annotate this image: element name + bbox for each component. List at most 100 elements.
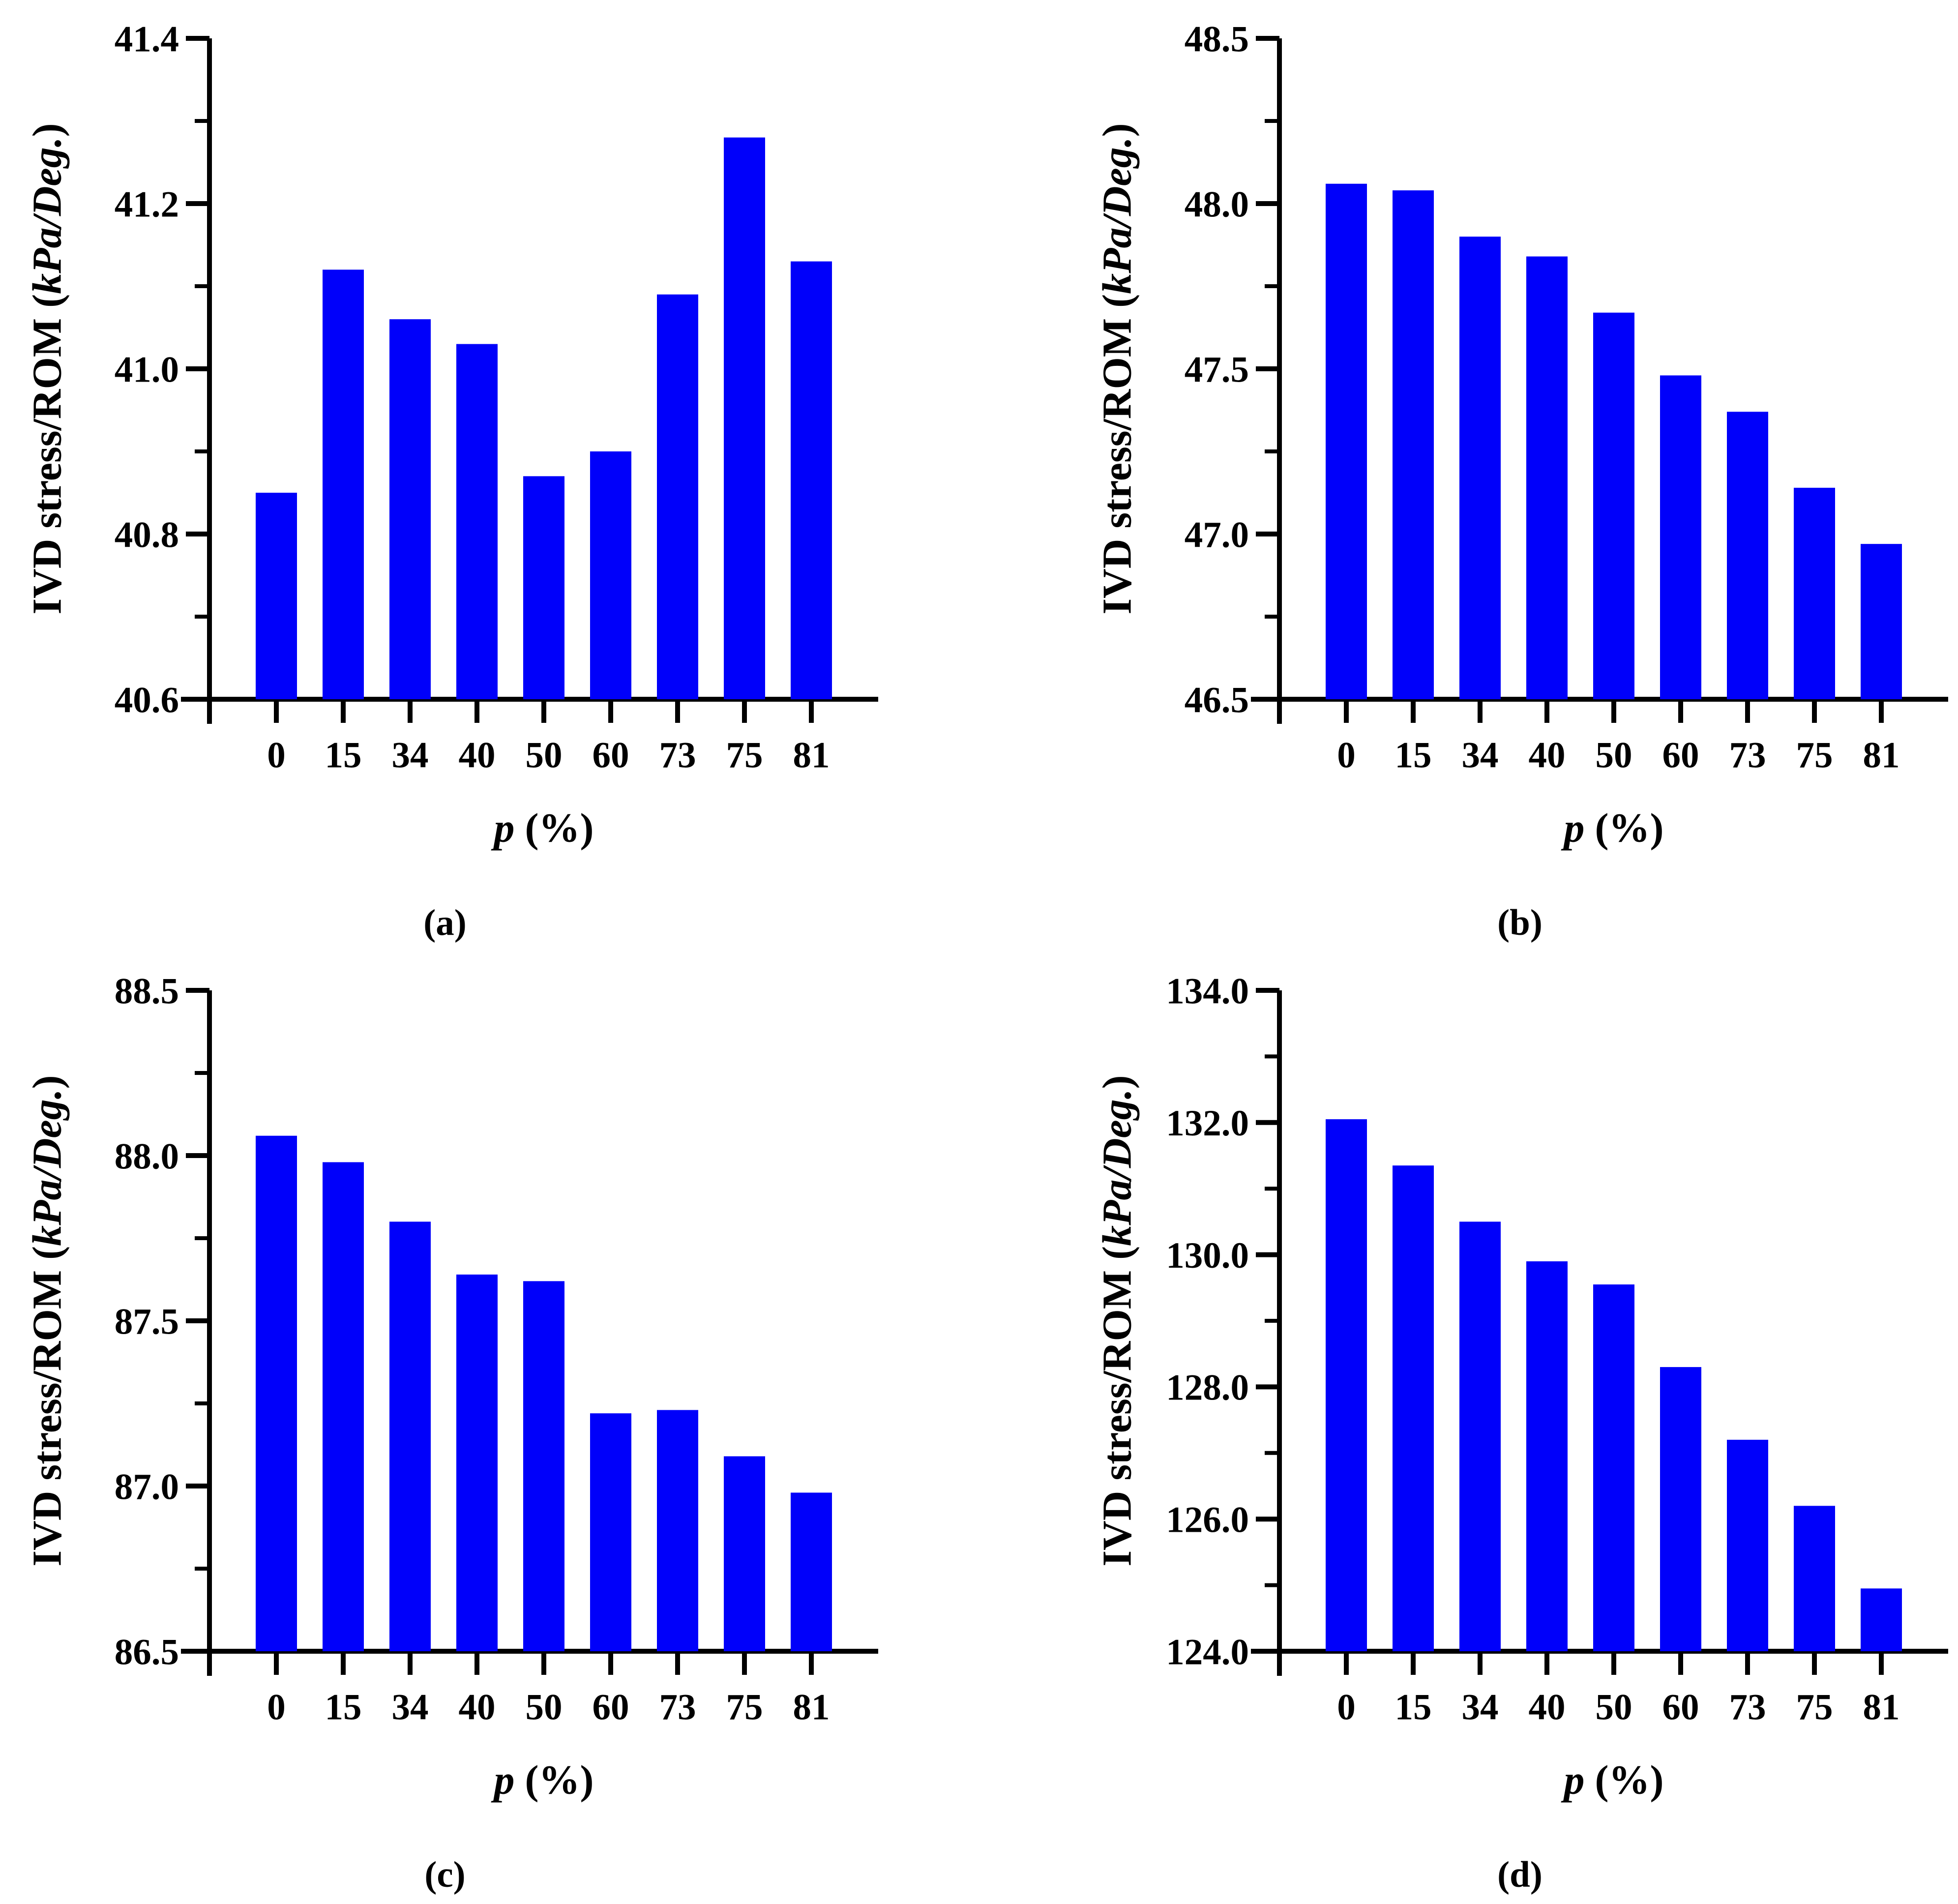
x-tick-label: 81	[793, 1687, 830, 1727]
x-tick-label: 75	[726, 735, 763, 775]
y-axis-label: IVD stress/ROM (kPa/Deg.)	[1094, 1075, 1141, 1566]
panel-d: 124.0 126.0 128.0 130.0 132.0 134.0 0 15 34 40 50 6…	[979, 952, 1958, 1904]
bar-p0	[256, 493, 297, 699]
x-axis-label-unit: (%)	[514, 1757, 594, 1803]
bar-p73	[1727, 1439, 1768, 1651]
y-tick-label: 132.0	[1166, 1103, 1249, 1144]
bar-p75	[1794, 487, 1835, 699]
x-tick-label: 60	[1662, 735, 1699, 775]
bar-p40	[1526, 256, 1568, 699]
x-tick-label: 15	[325, 735, 362, 775]
panel-c: 86.5 87.0 87.5 88.0 88.5 0 15 34 40 50 60 73 75 81 IV…	[0, 952, 979, 1904]
panel-caption: (d)	[1497, 1854, 1543, 1895]
x-axis-label-unit: (%)	[1584, 805, 1664, 851]
x-tick-label: 0	[267, 1687, 286, 1727]
bar-p0	[1326, 1119, 1367, 1651]
bar-p40	[456, 344, 498, 699]
bar-p73	[657, 1410, 698, 1651]
x-tick-label: 0	[267, 735, 286, 775]
y-tick-label: 40.6	[115, 680, 179, 720]
x-tick-label: 40	[459, 1687, 496, 1727]
y-tick-label: 41.2	[115, 184, 179, 225]
bar-p0	[256, 1135, 297, 1651]
bar-p81	[1861, 1588, 1902, 1651]
y-tick-label: 86.5	[115, 1632, 179, 1672]
y-tick-label: 88.5	[115, 971, 179, 1012]
bar-chart-c: 86.5 87.0 87.5 88.0 88.5 0 15 34 40 50 60 73 75 81	[115, 971, 878, 1727]
y-tick-label: 134.0	[1166, 971, 1249, 1012]
y-axis-label: IVD stress/ROM (kPa/Deg.)	[24, 123, 71, 614]
x-tick-label: 34	[392, 1687, 429, 1727]
y-axis-label-close: )	[1094, 1075, 1140, 1089]
y-axis-label-units: kPa/Deg.	[1094, 137, 1140, 294]
panel-caption: (a)	[423, 902, 467, 943]
bar-chart-a: 40.6 40.8 41.0 41.2 41.4 0 15 34 40 50 60 73 75 81	[115, 19, 878, 775]
y-tick-label: 126.0	[1166, 1499, 1249, 1540]
x-tick-label: 60	[1662, 1687, 1699, 1727]
bar-p15	[323, 269, 364, 699]
bar-p40	[456, 1274, 498, 1651]
bar-p50	[1593, 1284, 1634, 1651]
x-tick-label: 73	[1729, 1687, 1766, 1727]
bar-p50	[523, 476, 564, 699]
bar-p15	[1393, 190, 1434, 699]
panel-caption: (b)	[1497, 902, 1543, 943]
y-axis-label-text: IVD stress/ROM (	[1094, 294, 1140, 615]
x-axis-label-var: p	[494, 805, 515, 851]
y-tick-label: 47.0	[1185, 514, 1249, 555]
bar-p73	[657, 294, 698, 699]
x-tick-label: 81	[1863, 735, 1900, 775]
bar-p0	[1326, 183, 1367, 700]
x-axis-label: p (%)	[1564, 1756, 1664, 1804]
y-axis-label-close: )	[1094, 123, 1140, 137]
panel-b: 46.5 47.0 47.5 48.0 48.5 0 15 34 40 50 60 73 75 81 IV…	[979, 0, 1958, 952]
bar-p75	[724, 1456, 765, 1651]
y-axis-label-units: kPa/Deg.	[24, 1089, 70, 1246]
bar-p34	[389, 319, 431, 699]
y-tick-label: 87.5	[115, 1301, 179, 1342]
x-tick-label: 50	[1596, 735, 1632, 775]
bar-p15	[1393, 1165, 1434, 1651]
x-axis-label: p (%)	[494, 804, 594, 852]
bar-p81	[791, 261, 832, 699]
x-tick-label: 75	[1796, 1687, 1833, 1727]
y-tick-label: 40.8	[115, 514, 179, 555]
bar-p50	[523, 1281, 564, 1651]
y-axis-label-close: )	[24, 123, 70, 137]
x-axis-label-unit: (%)	[1584, 1757, 1664, 1803]
x-tick-label: 73	[1729, 735, 1766, 775]
x-axis-label-var: p	[1564, 1757, 1585, 1803]
y-tick-label: 88.0	[115, 1136, 179, 1177]
x-tick-label: 15	[1395, 1687, 1432, 1727]
x-tick-label: 81	[793, 735, 830, 775]
y-tick-label: 48.5	[1185, 19, 1249, 60]
x-tick-label: 50	[1596, 1687, 1632, 1727]
x-axis-label-unit: (%)	[514, 805, 594, 851]
x-axis-label: p (%)	[1564, 804, 1664, 852]
x-tick-label: 34	[1462, 735, 1499, 775]
panel-a: 40.6 40.8 41.0 41.2 41.4 0 15 34 40 50 60 73 75 81 IV…	[0, 0, 979, 952]
bar-p34	[1459, 1221, 1501, 1651]
y-axis-label: IVD stress/ROM (kPa/Deg.)	[1094, 123, 1141, 614]
y-tick-label: 124.0	[1166, 1632, 1249, 1672]
y-axis-label: IVD stress/ROM (kPa/Deg.)	[24, 1075, 71, 1566]
x-tick-label: 0	[1337, 735, 1356, 775]
x-tick-label: 60	[593, 735, 629, 775]
bar-p50	[1593, 312, 1634, 699]
bar-p34	[389, 1221, 431, 1651]
x-axis-label-var: p	[1564, 805, 1585, 851]
x-tick-label: 40	[1529, 1687, 1566, 1727]
x-tick-label: 50	[526, 735, 563, 775]
x-axis-label: p (%)	[494, 1756, 594, 1804]
bar-p81	[791, 1492, 832, 1651]
x-tick-label: 75	[726, 1687, 763, 1727]
bar-chart-d: 124.0 126.0 128.0 130.0 132.0 134.0 0 15 34 40 50 6…	[1166, 971, 1948, 1727]
y-tick-label: 47.5	[1185, 349, 1249, 390]
bar-p73	[1727, 412, 1768, 699]
bar-p60	[1660, 375, 1701, 699]
bar-p40	[1526, 1261, 1568, 1651]
y-axis-label-units: kPa/Deg.	[1094, 1089, 1140, 1246]
bar-chart-b: 46.5 47.0 47.5 48.0 48.5 0 15 34 40 50 60 73 75 81	[1185, 19, 1948, 775]
x-tick-label: 34	[392, 735, 429, 775]
